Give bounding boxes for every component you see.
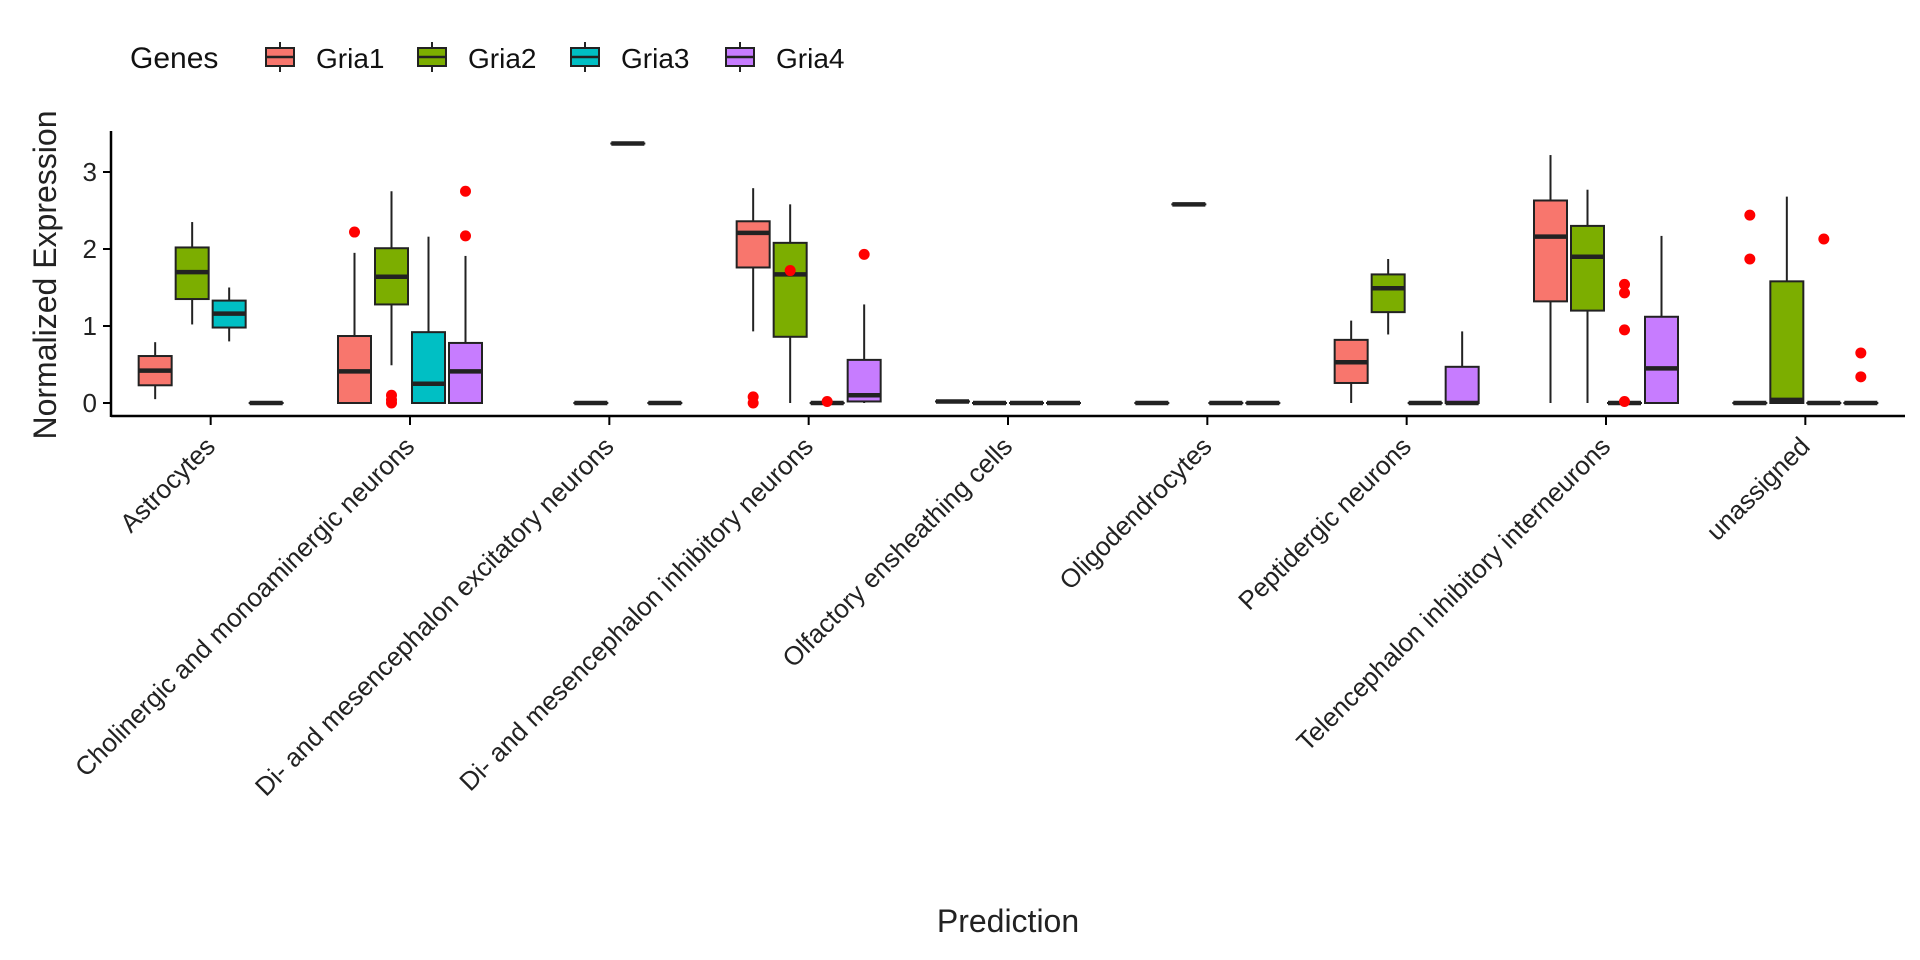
category-group: [1134, 202, 1281, 406]
box-body: [1533, 199, 1568, 303]
legend-label: Gria1: [316, 43, 384, 74]
box-gria1: [1732, 209, 1768, 406]
box-gria1: [735, 188, 771, 409]
outlier-point: [1818, 233, 1830, 245]
box-gria4: [1444, 331, 1480, 406]
plot-area: [137, 141, 1879, 409]
box-gria2: [1769, 196, 1805, 404]
category-group: [573, 141, 683, 406]
box-body: [1570, 224, 1605, 312]
outlier-point: [386, 389, 397, 401]
legend-title: Genes: [130, 42, 218, 75]
outlier-point: [784, 265, 796, 277]
box-gria2: [772, 204, 808, 403]
legend-item-gria3: Gria3: [570, 42, 689, 74]
outlier-point: [460, 185, 471, 197]
box-body: [735, 220, 771, 269]
x-tick-label: unassigned: [1700, 431, 1815, 546]
box-gria2: [1570, 189, 1605, 403]
outlier-point: [1619, 287, 1630, 299]
box-gria3: [809, 395, 845, 407]
box-gria1: [137, 342, 173, 400]
y-tick-label: 0: [83, 388, 97, 418]
legend-label: Gria3: [621, 43, 689, 74]
box-gria2: [374, 191, 409, 409]
legend-item-gria2: Gria2: [417, 42, 536, 74]
box-gria4: [1843, 347, 1879, 406]
category-group: [1533, 155, 1679, 407]
box-gria1: [1333, 320, 1369, 403]
box-gria2: [174, 222, 210, 325]
legend-label: Gria4: [776, 43, 844, 74]
outlier-point: [1619, 324, 1630, 336]
outlier-point: [1619, 278, 1630, 290]
box-gria3: [1607, 278, 1642, 407]
box-body: [411, 331, 446, 404]
box-body: [772, 241, 808, 338]
legend-item-gria1: Gria1: [265, 42, 384, 74]
box-body: [1444, 365, 1480, 404]
box-gria4: [448, 185, 483, 405]
y-tick-label: 2: [83, 234, 97, 264]
legend-label: Gria2: [468, 43, 536, 74]
category-group: [337, 185, 483, 409]
category-group: [735, 188, 882, 409]
outlier-point: [1855, 347, 1867, 359]
x-tick-label: Oligodendrocytes: [1053, 431, 1217, 595]
category-group: [1333, 259, 1480, 406]
box-gria4: [1644, 235, 1679, 405]
outlier-point: [1744, 253, 1756, 265]
outlier-point: [349, 226, 360, 238]
legend: Genes Gria1 Gria2 Gria3 Gria4: [130, 42, 844, 75]
box-gria1: [1533, 155, 1568, 403]
x-tick-label: Peptidergic neurons: [1232, 431, 1417, 616]
box-gria1: [337, 226, 372, 405]
x-axis-title: Prediction: [937, 903, 1079, 939]
box-body: [1644, 315, 1679, 405]
y-tick-label: 3: [83, 157, 97, 187]
x-tick-label: Olfactory ensheathing cells: [776, 431, 1018, 673]
box-gria3: [211, 287, 247, 342]
box-gria3: [411, 236, 446, 404]
category-group: [137, 222, 284, 406]
category-group: [1732, 196, 1879, 406]
y-axis-title: Normalized Expression: [27, 110, 63, 439]
box-body: [1769, 280, 1805, 404]
x-tick-label: Cholinergic and monoaminergic neurons: [69, 431, 420, 782]
outlier-point: [858, 248, 870, 260]
y-axis-ticks: 0 1 2 3: [83, 157, 111, 418]
box-gria2: [1370, 259, 1406, 335]
box-gria3: [1806, 233, 1842, 406]
legend-item-gria4: Gria4: [725, 42, 844, 74]
x-tick-label: Astrocytes: [114, 431, 221, 538]
x-tick-label: Di- and mesencephalon inhibitory neurons: [453, 431, 819, 797]
box-gria4: [846, 248, 882, 403]
x-tick-label: Di- and mesencephalon excitatory neurons: [249, 431, 620, 802]
x-tick-label: Telencephalon inhibitory interneurons: [1290, 431, 1616, 757]
outlier-point: [1744, 209, 1756, 221]
y-tick-label: 1: [83, 311, 97, 341]
box-body: [1370, 273, 1406, 314]
outlier-point: [821, 395, 833, 407]
outlier-point: [1619, 395, 1630, 407]
outlier-point: [460, 230, 471, 242]
category-group: [935, 399, 1081, 406]
outlier-point: [1855, 371, 1867, 383]
outlier-point: [747, 391, 759, 403]
